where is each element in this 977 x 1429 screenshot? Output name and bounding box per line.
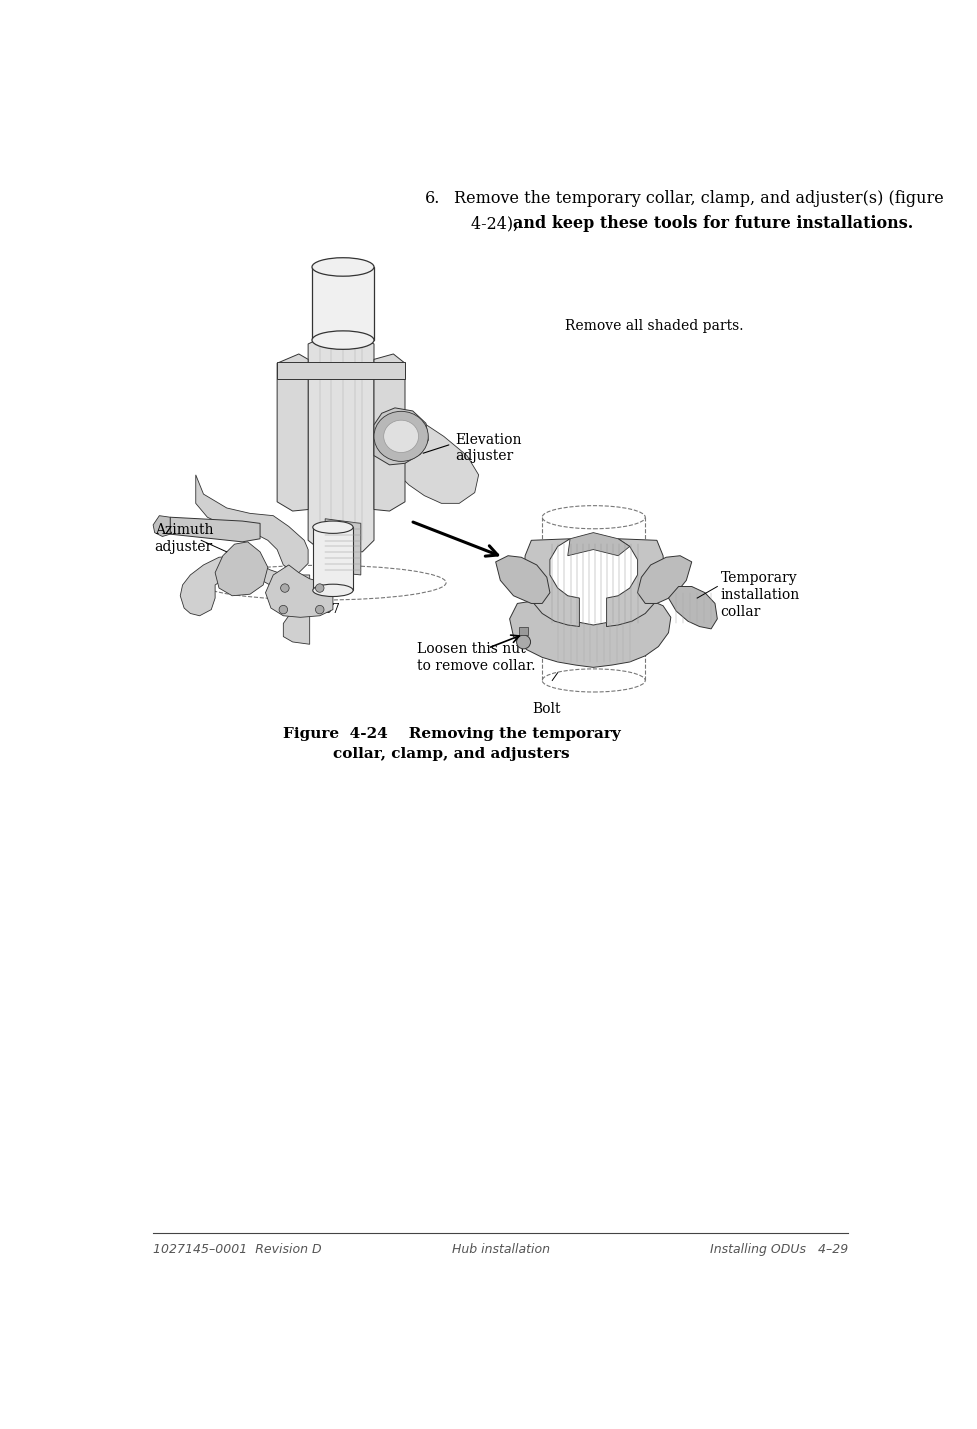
Text: adjuster: adjuster [455,450,514,463]
Text: to remove collar.: to remove collar. [416,659,535,673]
Text: Figure  4-24    Removing the temporary: Figure 4-24 Removing the temporary [282,727,620,740]
Polygon shape [376,397,479,503]
Text: and keep these tools for future installations.: and keep these tools for future installa… [513,216,913,233]
Text: collar: collar [720,604,761,619]
Text: 6.: 6. [424,190,440,207]
Polygon shape [607,539,664,626]
Polygon shape [374,407,428,464]
Polygon shape [668,586,717,629]
Text: Remove the temporary collar, clamp, and adjuster(s) (figure: Remove the temporary collar, clamp, and … [454,190,944,207]
Polygon shape [215,542,268,596]
Ellipse shape [313,522,353,533]
Text: Temporary: Temporary [720,572,797,584]
Text: Loosen this nut: Loosen this nut [416,642,526,656]
Polygon shape [313,527,353,590]
Text: Elevation: Elevation [455,433,522,446]
Text: 4-24),: 4-24), [471,216,524,233]
Text: hb057: hb057 [300,603,340,616]
Circle shape [316,584,324,592]
Polygon shape [308,339,374,552]
Text: collar, clamp, and adjusters: collar, clamp, and adjusters [333,747,570,760]
Text: Bolt: Bolt [532,702,561,716]
Circle shape [279,606,287,614]
Polygon shape [495,556,550,603]
Polygon shape [519,627,529,634]
Ellipse shape [312,332,374,349]
Ellipse shape [312,257,374,276]
Text: Installing ODUs   4–29: Installing ODUs 4–29 [710,1243,848,1256]
Polygon shape [153,516,170,536]
Text: adjuster: adjuster [154,540,213,554]
Polygon shape [180,474,310,644]
Polygon shape [510,600,671,667]
Polygon shape [312,267,374,340]
Circle shape [280,584,289,592]
Polygon shape [374,354,405,512]
Polygon shape [170,517,260,542]
Polygon shape [277,354,308,512]
Text: Azimuth: Azimuth [154,523,213,537]
Text: Remove all shaded parts.: Remove all shaded parts. [566,319,743,333]
Ellipse shape [374,412,428,462]
Polygon shape [638,556,692,603]
Ellipse shape [384,420,418,453]
Polygon shape [277,362,405,379]
Text: Hub installation: Hub installation [451,1243,550,1256]
Circle shape [316,606,324,614]
Polygon shape [325,519,361,574]
Ellipse shape [313,584,353,596]
Circle shape [517,634,531,649]
Polygon shape [266,564,333,617]
Text: 1027145–0001  Revision D: 1027145–0001 Revision D [153,1243,321,1256]
Polygon shape [568,533,630,556]
Polygon shape [524,539,579,626]
Text: installation: installation [720,589,800,602]
